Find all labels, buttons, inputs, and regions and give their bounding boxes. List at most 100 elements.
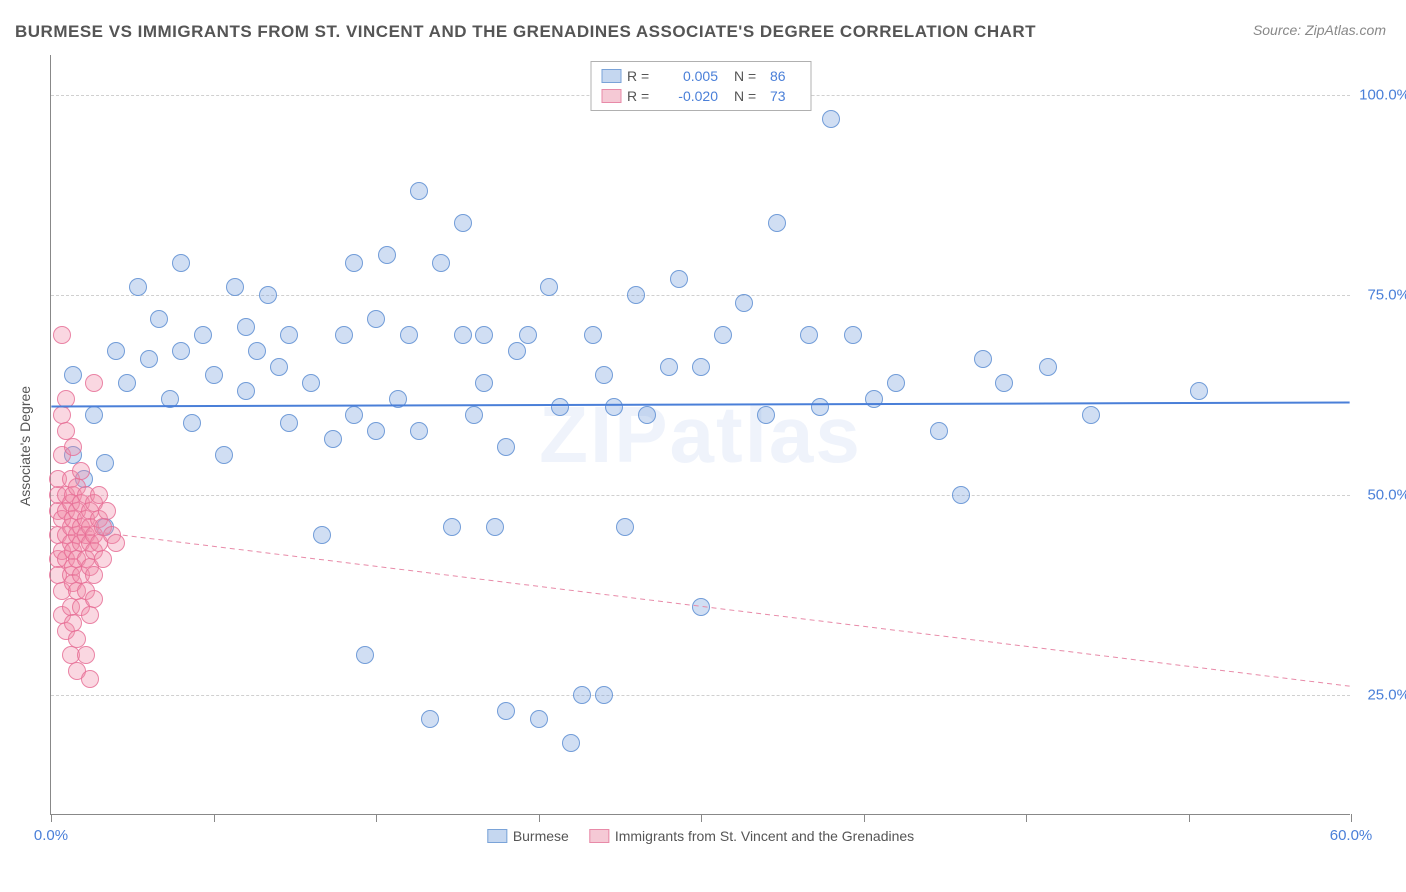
data-point-burmese [183,414,201,432]
data-point-burmese [237,318,255,336]
data-point-burmese [194,326,212,344]
data-point-burmese [432,254,450,272]
data-point-burmese [345,254,363,272]
x-tick [214,814,215,822]
r-value-svg: -0.020 [663,88,718,104]
data-point-burmese [85,406,103,424]
data-point-burmese [454,326,472,344]
legend-swatch-pink [589,829,609,843]
x-tick-label: 60.0% [1330,827,1373,844]
data-point-burmese [259,286,277,304]
data-point-burmese [540,278,558,296]
data-point-burmese [313,526,331,544]
x-tick [864,814,865,822]
y-tick-label: 100.0% [1359,87,1406,104]
data-point-burmese [118,374,136,392]
data-point-burmese [660,358,678,376]
data-point-burmese [475,374,493,392]
data-point-burmese [508,342,526,360]
n-value-svg: 73 [770,88,800,104]
x-tick [701,814,702,822]
gridline [51,695,1350,696]
y-tick-label: 25.0% [1367,687,1406,704]
data-point-burmese [573,686,591,704]
legend-swatch-pink [601,89,621,103]
data-point-svg [77,646,95,664]
y-tick-label: 50.0% [1367,487,1406,504]
data-point-burmese [865,390,883,408]
n-label: N = [734,88,764,104]
data-point-burmese [974,350,992,368]
data-point-burmese [367,310,385,328]
y-axis-label: Associate's Degree [17,386,33,506]
x-tick [1351,814,1352,822]
data-point-burmese [465,406,483,424]
scatter-plot-area: ZIPatlas 25.0%50.0%75.0%100.0% 0.0%60.0%… [50,55,1350,815]
legend-item-burmese: Burmese [487,828,569,844]
data-point-burmese [172,342,190,360]
data-point-burmese [356,646,374,664]
x-tick [1026,814,1027,822]
data-point-burmese [226,278,244,296]
data-point-burmese [692,358,710,376]
data-point-burmese [1190,382,1208,400]
data-point-burmese [584,326,602,344]
x-tick [539,814,540,822]
data-point-burmese [551,398,569,416]
data-point-burmese [410,422,428,440]
data-point-burmese [302,374,320,392]
data-point-burmese [443,518,461,536]
data-point-burmese [952,486,970,504]
x-tick [376,814,377,822]
n-value-burmese: 86 [770,68,800,84]
data-point-svg [98,502,116,520]
data-point-burmese [1082,406,1100,424]
data-point-burmese [237,382,255,400]
data-point-svg [107,534,125,552]
data-point-burmese [205,366,223,384]
gridline [51,295,1350,296]
legend-swatch-blue [487,829,507,843]
data-point-burmese [324,430,342,448]
data-point-svg [85,566,103,584]
data-point-burmese [887,374,905,392]
data-point-burmese [345,406,363,424]
data-point-burmese [107,342,125,360]
data-point-svg [72,462,90,480]
data-point-burmese [140,350,158,368]
legend-row-burmese: R = 0.005 N = 86 [601,66,800,86]
data-point-burmese [96,454,114,472]
data-point-burmese [930,422,948,440]
data-point-burmese [486,518,504,536]
data-point-burmese [595,686,613,704]
data-point-burmese [595,366,613,384]
correlation-legend: R = 0.005 N = 86 R = -0.020 N = 73 [590,61,811,111]
x-tick [51,814,52,822]
data-point-svg [85,590,103,608]
data-point-burmese [497,702,515,720]
data-point-burmese [454,214,472,232]
data-point-burmese [822,110,840,128]
data-point-burmese [335,326,353,344]
data-point-burmese [161,390,179,408]
legend-label-burmese: Burmese [513,828,569,844]
data-point-burmese [400,326,418,344]
data-point-burmese [670,270,688,288]
data-point-burmese [129,278,147,296]
gridline [51,495,1350,496]
data-point-burmese [421,710,439,728]
legend-swatch-blue [601,69,621,83]
r-label: R = [627,68,657,84]
data-point-burmese [811,398,829,416]
data-point-burmese [995,374,1013,392]
data-point-burmese [844,326,862,344]
data-point-svg [64,438,82,456]
data-point-svg [81,606,99,624]
data-point-burmese [367,422,385,440]
x-tick-label: 0.0% [34,827,68,844]
data-point-svg [53,326,71,344]
legend-row-svg: R = -0.020 N = 73 [601,86,800,106]
data-point-burmese [605,398,623,416]
data-point-burmese [389,390,407,408]
data-point-burmese [150,310,168,328]
